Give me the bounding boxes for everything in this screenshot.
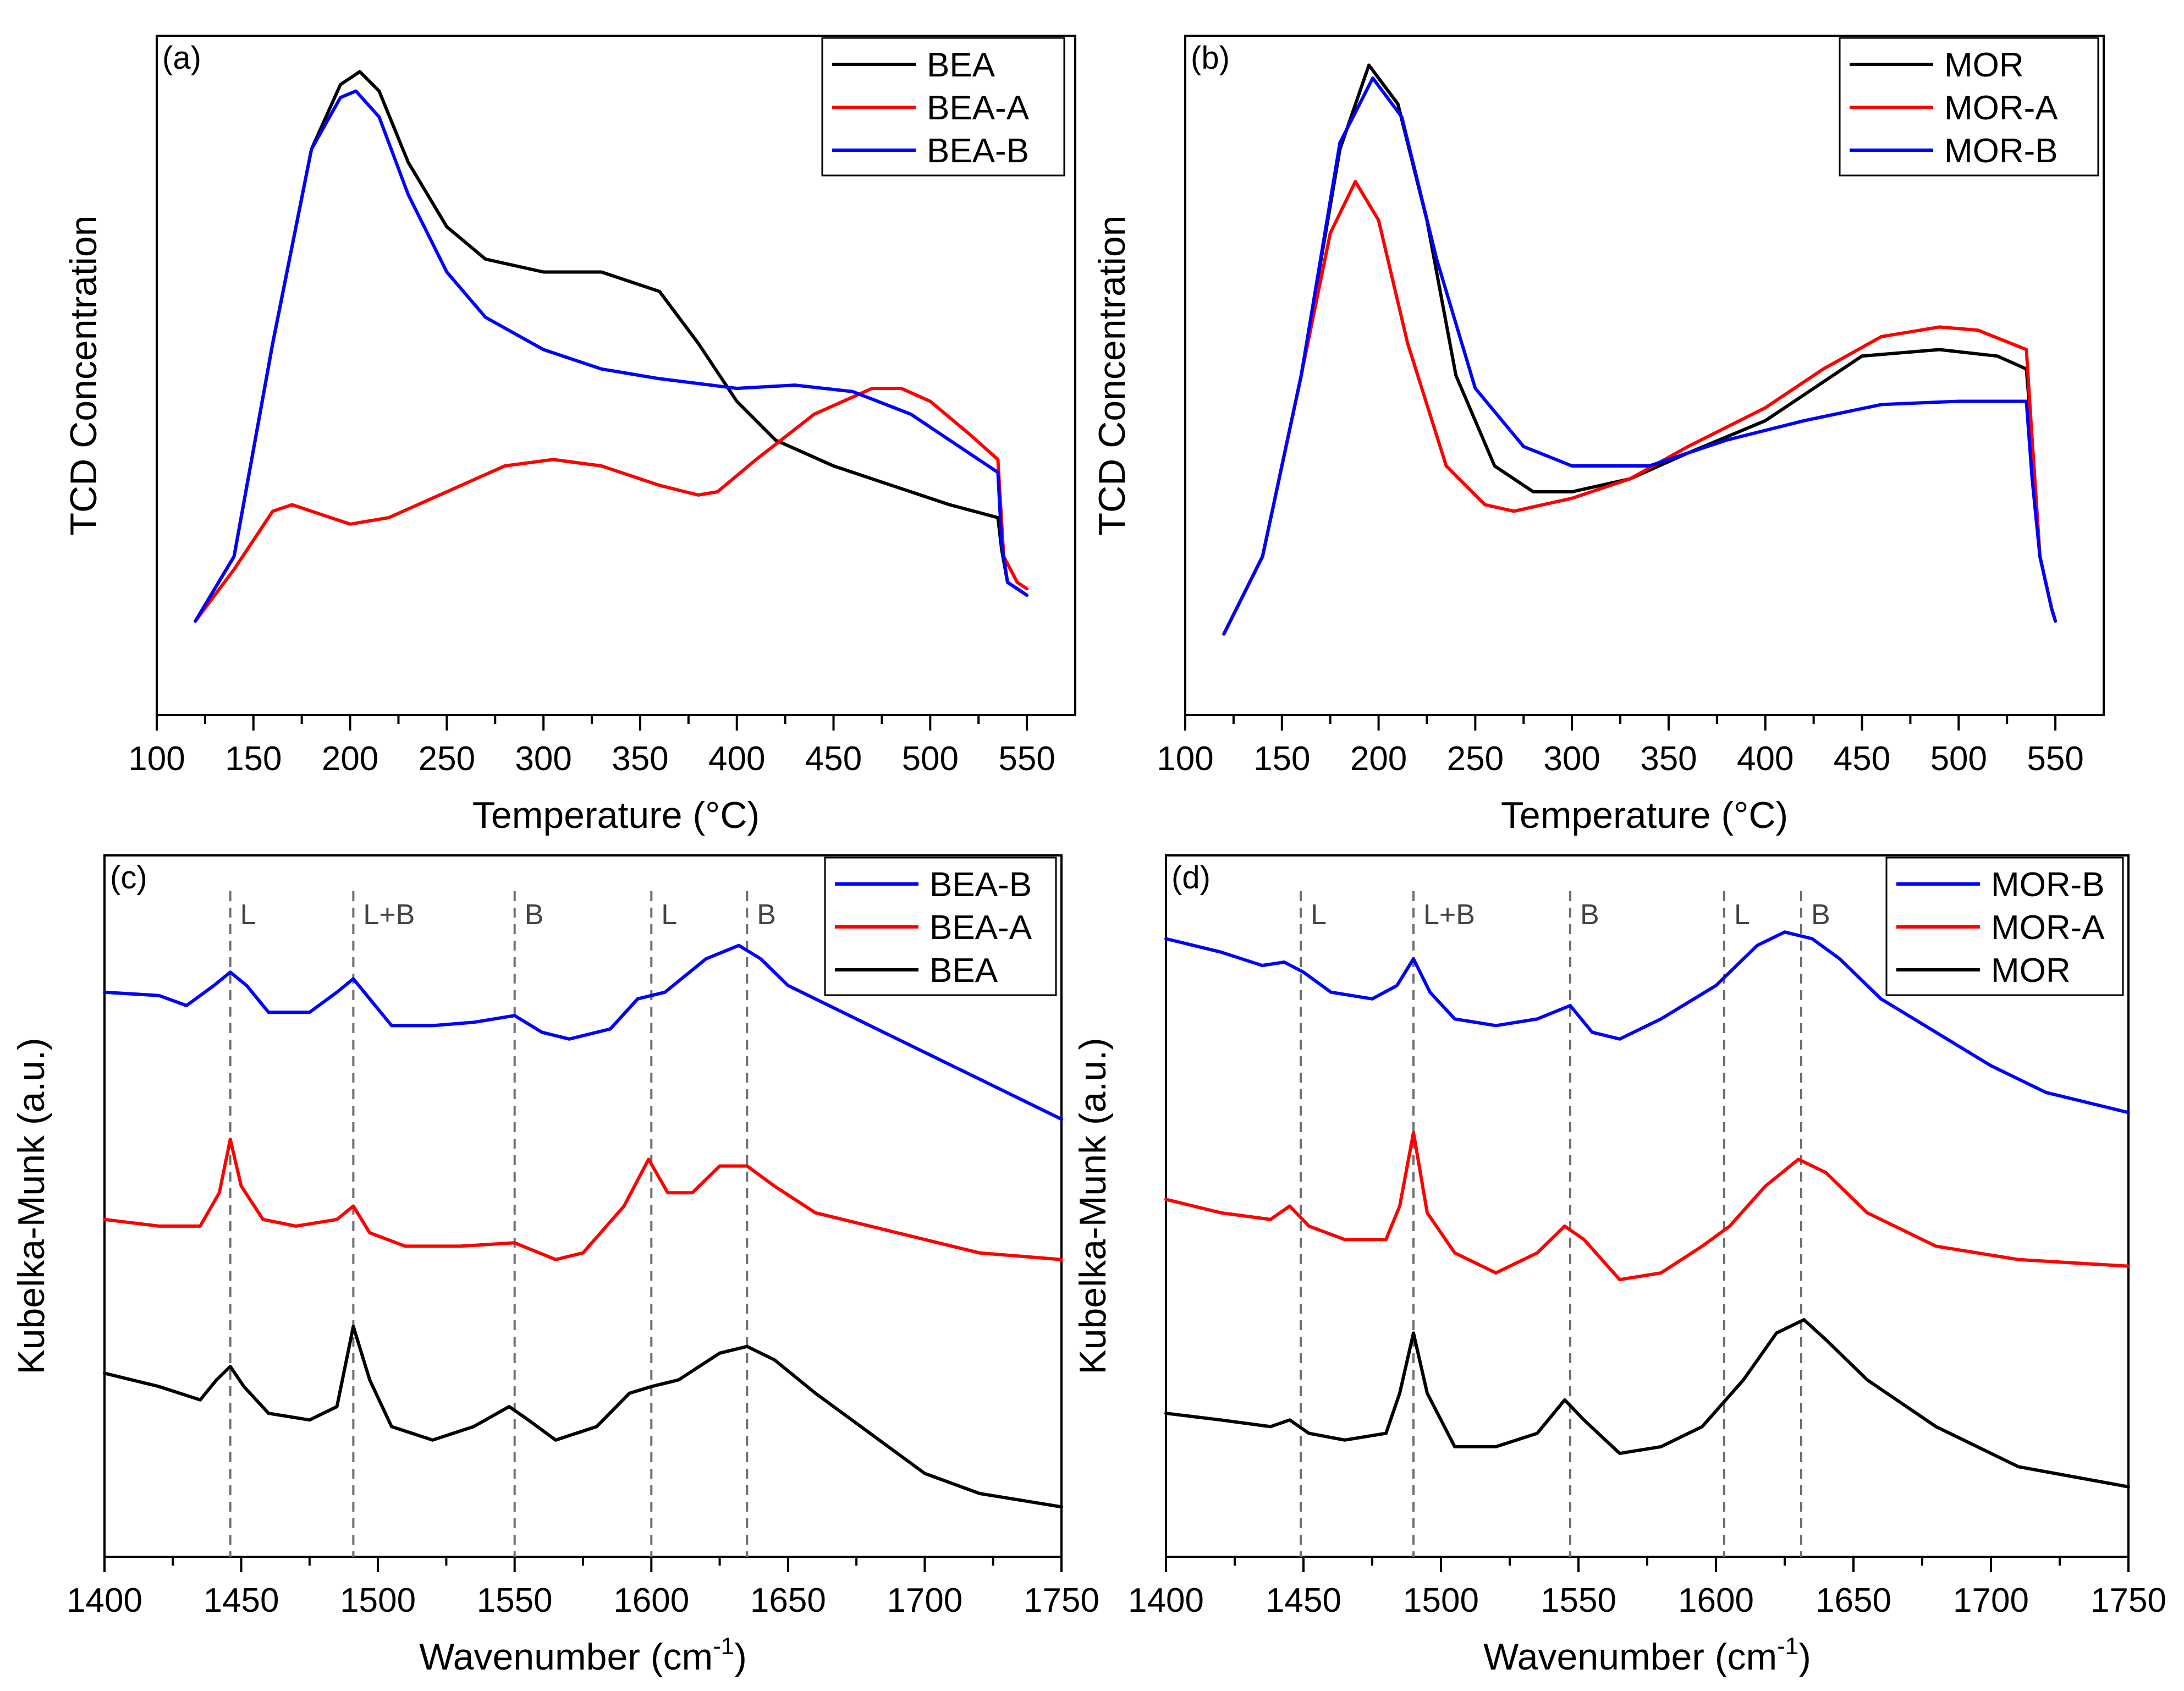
chart-panel-3: 1400 1450 1500 1550 1600 1650 1700 1750 Wavenumb… <box>1072 854 2166 1678</box>
legend-label: BEA <box>929 952 998 990</box>
series-line-bea-a <box>103 1138 1063 1261</box>
x-tick-label: 500 <box>1930 740 1987 778</box>
reference-line-label: L <box>1311 899 1327 931</box>
series-line-bea-a <box>194 387 1029 623</box>
x-tick-label: 100 <box>128 740 185 778</box>
legend-label: MOR-A <box>1991 909 2105 947</box>
x-tick-label: 1550 <box>477 1582 553 1619</box>
x-tick-label: 250 <box>419 740 475 778</box>
x-tick-label: 250 <box>1447 740 1504 778</box>
series-line-bea-b <box>103 943 1063 1121</box>
x-axis-title-superscript: -1 <box>713 1633 734 1660</box>
reference-line-label: L+B <box>363 899 415 931</box>
chart-panel-1: 100 150 200 250 300 350 400 450 500 550 Temperatur… <box>1091 35 2105 836</box>
reference-line-label: B <box>1811 899 1830 931</box>
x-tick-label: 1600 <box>613 1582 689 1619</box>
x-axis-title-superscript: -1 <box>1777 1633 1798 1660</box>
x-tick-label: 1450 <box>203 1582 279 1619</box>
reference-line-label: B <box>525 899 544 931</box>
legend-label: BEA-B <box>929 866 1032 904</box>
legend-label: BEA-A <box>929 909 1032 947</box>
x-tick-label: 200 <box>322 740 378 778</box>
x-tick-label: 1550 <box>1541 1582 1616 1619</box>
x-tick-label: 1500 <box>340 1582 416 1619</box>
x-tick-label: 150 <box>1253 740 1310 778</box>
chart-panel-2: 1400 1450 1500 1550 1600 1650 1700 1750 Wavenumb… <box>10 854 1099 1678</box>
x-tick-label: 450 <box>805 740 862 778</box>
x-tick-label: 1450 <box>1266 1582 1341 1619</box>
panel-label: (d) <box>1171 860 1211 896</box>
x-tick-label: 500 <box>902 740 959 778</box>
x-axis-title: Wavenumber (cm-1) <box>419 1633 747 1678</box>
reference-line-label: L <box>240 899 256 931</box>
x-tick-label: 1750 <box>1024 1582 1099 1619</box>
legend-label: MOR-B <box>1991 866 2105 904</box>
x-tick-label: 1600 <box>1678 1582 1754 1619</box>
legend-label: BEA-B <box>927 132 1029 170</box>
x-tick-label: 550 <box>998 740 1055 778</box>
legend-label: MOR <box>1991 952 2071 990</box>
x-axis-title: Temperature (°C) <box>1501 794 1788 836</box>
plot-frame <box>156 35 1076 716</box>
panel-label: (b) <box>1191 40 1230 76</box>
x-tick-label: 300 <box>1543 740 1600 778</box>
x-tick-label: 350 <box>612 740 668 778</box>
x-axis-title: Wavenumber (cm-1) <box>1483 1633 1811 1678</box>
reference-line-label: L <box>661 899 677 931</box>
reference-line-label: L+B <box>1423 899 1475 931</box>
x-tick-label: 550 <box>2027 740 2083 778</box>
legend-label: BEA-A <box>927 89 1030 127</box>
series-line-mor <box>1164 1318 2130 1489</box>
legend-label: MOR-A <box>1944 89 2058 127</box>
series-line-mor-b <box>1164 930 2130 1114</box>
y-axis-title: Kubelka-Munk (a.u.) <box>1072 1037 1114 1374</box>
reference-line-label: B <box>757 899 776 931</box>
panel-label: (a) <box>162 40 201 76</box>
x-tick-label: 350 <box>1640 740 1697 778</box>
x-tick-label: 1500 <box>1403 1582 1479 1619</box>
x-axis-title-tail: ) <box>1798 1636 1811 1678</box>
x-tick-label: 300 <box>515 740 571 778</box>
x-tick-label: 1700 <box>887 1582 962 1619</box>
x-axis-title-tail: ) <box>734 1636 747 1678</box>
legend-label: MOR <box>1944 46 2024 84</box>
legend-label: BEA <box>927 46 995 84</box>
y-axis-title: TCD Concentration <box>63 215 104 535</box>
x-tick-label: 150 <box>225 740 282 778</box>
series-line-mor-a <box>1222 180 2058 636</box>
y-axis-title: TCD Concentration <box>1091 215 1133 535</box>
x-axis-title: Temperature (°C) <box>472 794 760 836</box>
series-line-mor-a <box>1164 1130 2130 1282</box>
reference-line-label: L <box>1734 899 1750 931</box>
x-tick-label: 1400 <box>1128 1582 1204 1619</box>
x-tick-label: 1650 <box>750 1582 826 1619</box>
x-tick-label: 400 <box>708 740 765 778</box>
series-line-bea <box>103 1325 1063 1509</box>
x-tick-label: 200 <box>1350 740 1407 778</box>
plot-frame <box>1184 35 2105 716</box>
panel-label: (c) <box>110 860 147 896</box>
x-tick-label: 100 <box>1157 740 1213 778</box>
x-tick-label: 1400 <box>67 1582 142 1619</box>
x-tick-label: 400 <box>1737 740 1794 778</box>
legend-label: MOR-B <box>1944 132 2058 170</box>
x-tick-label: 450 <box>1834 740 1890 778</box>
reference-line-label: B <box>1580 899 1599 931</box>
y-axis-title: Kubelka-Munk (a.u.) <box>10 1037 52 1374</box>
series-line-bea-b <box>194 89 1029 623</box>
x-tick-label: 1650 <box>1816 1582 1891 1619</box>
series-line-mor-b <box>1222 76 2058 636</box>
x-tick-label: 1700 <box>1953 1582 2029 1619</box>
chart-panel-0: 100 150 200 250 300 350 400 450 500 550 Temperatur… <box>63 35 1076 836</box>
x-tick-label: 1750 <box>2091 1582 2166 1619</box>
series-line-bea <box>194 70 1029 623</box>
